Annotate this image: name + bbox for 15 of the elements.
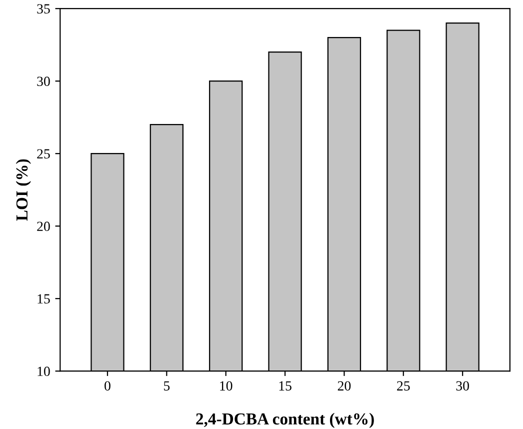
- y-axis-title: LOI (%): [16, 159, 31, 221]
- y-tick-label: 10: [38, 366, 50, 376]
- x-tick-label: 5: [164, 381, 170, 391]
- x-tick-label: 0: [104, 381, 110, 391]
- y-tick-label: 15: [38, 294, 50, 304]
- x-tick-label: 30: [456, 381, 469, 391]
- x-tick-label: 10: [220, 381, 232, 391]
- x-tick-label: 15: [279, 381, 292, 391]
- y-tick-label: 20: [37, 222, 50, 232]
- y-tick-label: 30: [37, 76, 50, 86]
- x-tick-label: 25: [397, 381, 410, 391]
- x-tick-label: 20: [338, 381, 351, 391]
- x-axis-title: 2,4-DCBA content (wt%): [196, 412, 374, 428]
- y-tick-label: 25: [37, 149, 50, 159]
- y-tick-label: 35: [37, 4, 50, 14]
